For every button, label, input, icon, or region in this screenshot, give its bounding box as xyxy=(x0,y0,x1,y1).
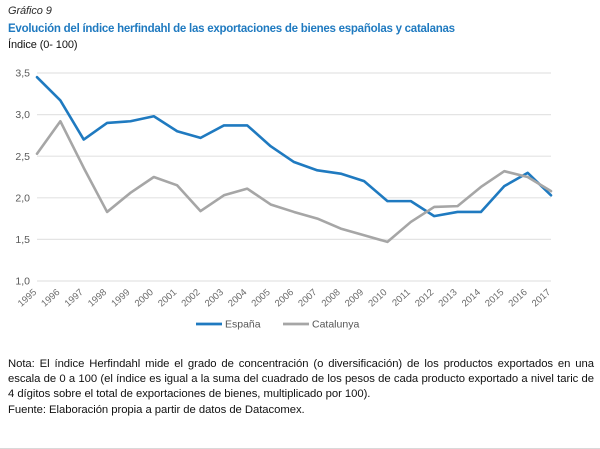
x-tick-label: 2001 xyxy=(156,287,179,309)
series-line-españa xyxy=(35,75,553,218)
y-axis-tick-labels: 3,5 3,0 2,5 2,0 1,5 1,0 xyxy=(15,68,30,288)
x-tick-label: 2011 xyxy=(390,287,413,309)
chart-series-group xyxy=(35,75,553,244)
page-title: Evolución del índice herfindahl de las e… xyxy=(8,23,455,35)
x-tick-label: 1996 xyxy=(39,287,62,309)
x-tick-label: 2009 xyxy=(343,287,366,309)
footnote-body: Nota: El índice Herfindahl mide el grado… xyxy=(8,358,594,401)
y-tick-label: 2,0 xyxy=(15,192,30,204)
x-tick-label: 2014 xyxy=(460,287,483,309)
y-tick-label: 3,5 xyxy=(15,68,30,80)
y-tick-label: 1,0 xyxy=(15,276,30,288)
x-tick-label: 2017 xyxy=(530,287,553,309)
x-tick-label: 1998 xyxy=(86,287,109,309)
legend-label-catalunya: Catalunya xyxy=(312,319,359,331)
chart-header: Gráfico 9 Evolución del índice herfindah… xyxy=(8,4,592,53)
x-tick-label: 2007 xyxy=(296,287,319,309)
chart-area: 3,5 3,0 2,5 2,0 1,5 1,0 1995 1996 1997 1998 1999 2… xyxy=(0,62,600,347)
footnote-source: Fuente: Elaboración propia a partir de d… xyxy=(8,403,305,416)
x-tick-label: 2003 xyxy=(203,287,226,309)
x-tick-label: 2005 xyxy=(250,287,273,309)
line-chart: 3,53,02,52,01,51,0 1995 1996 1997 1998 1999 2… xyxy=(15,68,553,331)
legend-label-españa: España xyxy=(225,319,261,331)
x-tick-label: 2012 xyxy=(413,287,436,309)
x-tick-label: 2004 xyxy=(226,287,249,309)
series-line-catalunya xyxy=(35,119,553,244)
x-tick-label: 2015 xyxy=(483,287,506,309)
chart-subtitle: Índice (0- 100) xyxy=(8,39,78,51)
x-tick-label: 2000 xyxy=(133,287,156,309)
x-tick-label: 2016 xyxy=(507,287,530,309)
x-tick-label: 2013 xyxy=(436,287,459,309)
x-tick-label: 2010 xyxy=(366,287,389,309)
x-tick-label: 2002 xyxy=(179,287,202,309)
chart-legend: España Catalunya xyxy=(196,319,359,331)
figure-number: Gráfico 9 xyxy=(8,5,52,17)
x-tick-label: 1995 xyxy=(16,287,39,309)
y-tick-label: 2,5 xyxy=(15,151,30,163)
chart-gridlines xyxy=(37,72,551,282)
x-tick-label: 1999 xyxy=(109,287,132,309)
y-tick-label: 3,0 xyxy=(15,109,30,121)
y-tick-label: 1,5 xyxy=(15,234,30,246)
x-tick-label: 1997 xyxy=(63,287,86,309)
chart-footnote: Nota: El índice Herfindahl mide el grado… xyxy=(8,357,594,418)
x-axis-tick-labels: 1995 1996 1997 1998 1999 2000 2001 2002 2003 2004… xyxy=(16,287,553,309)
x-tick-label: 2008 xyxy=(320,287,343,309)
x-tick-label: 2006 xyxy=(273,287,296,309)
